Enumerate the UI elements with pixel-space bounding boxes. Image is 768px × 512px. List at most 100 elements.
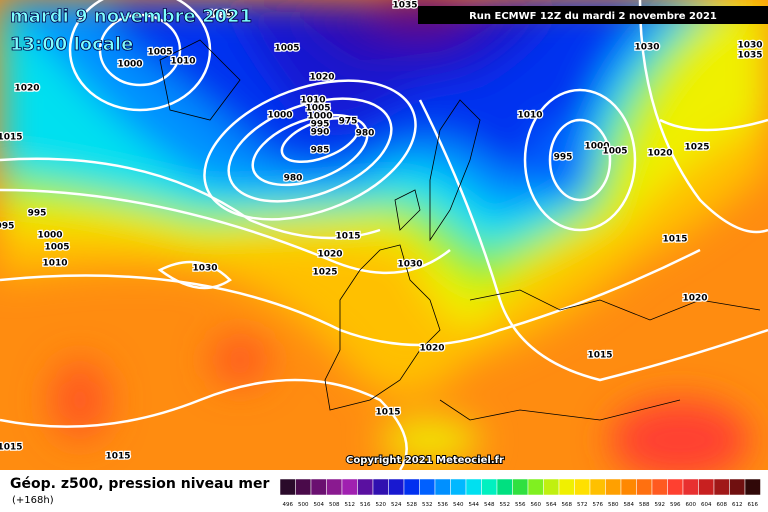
- scale-label: 584: [624, 502, 635, 508]
- scale-swatch: [729, 478, 746, 496]
- scale-label: 528: [407, 502, 418, 508]
- date-label: mardi 9 novembre 2021: [10, 6, 252, 27]
- footer-lead: (+168h): [12, 495, 54, 506]
- scale-label: 592: [655, 502, 666, 508]
- isobar-label: 1000: [37, 231, 62, 241]
- isobar-label: 1030: [634, 43, 659, 53]
- isobar-label: 1015: [587, 351, 612, 361]
- scale-swatch: [620, 478, 637, 496]
- scale-label: 600: [686, 502, 697, 508]
- scale-swatch: [682, 478, 699, 496]
- isobar-label: 1005: [44, 243, 69, 253]
- isobar-label: 1010: [42, 259, 67, 269]
- isobar-label: 980: [356, 129, 375, 139]
- scale-label: 560: [531, 502, 542, 508]
- scale-swatch: [651, 478, 668, 496]
- isobar-label: 1015: [662, 235, 687, 245]
- scale-swatch: [465, 478, 482, 496]
- scale-label: 564: [546, 502, 557, 508]
- scale-swatch: [512, 478, 529, 496]
- coastlines: [159, 39, 761, 421]
- scale-label: 500: [298, 502, 309, 508]
- isobar-label: 1035: [392, 1, 417, 11]
- run-banner: [418, 6, 768, 24]
- isobar-label: 995: [554, 153, 573, 163]
- scale-label: 512: [345, 502, 356, 508]
- isobar-label: 1020: [647, 149, 672, 159]
- isobar-label: 1030: [737, 41, 762, 51]
- copyright: Copyright 2021 Meteociel.fr: [346, 455, 504, 466]
- scale-swatch: [543, 478, 560, 496]
- scale-swatch: [450, 478, 467, 496]
- scale-label: 532: [422, 502, 433, 508]
- scale-swatch: [481, 478, 498, 496]
- scale-label: 576: [593, 502, 604, 508]
- scale-swatch: [419, 478, 436, 496]
- isobar-label: 1010: [300, 96, 325, 106]
- isobar-label: 1035: [737, 51, 762, 61]
- scale-label: 544: [469, 502, 480, 508]
- isobar-label: 1005: [602, 147, 627, 157]
- scale-label: 508: [329, 502, 340, 508]
- isobar-label: 1015: [0, 133, 23, 143]
- scale-label: 596: [670, 502, 681, 508]
- scale-label: 604: [701, 502, 712, 508]
- scale-label: 572: [577, 502, 588, 508]
- isobar-label: 1000: [267, 111, 292, 121]
- footer-title: Géop. z500, pression niveau mer: [10, 476, 269, 492]
- time-label: 13:00 locale: [10, 34, 133, 55]
- scale-label: 516: [360, 502, 371, 508]
- scale-swatch: [667, 478, 684, 496]
- isobar-label: 990: [311, 128, 330, 138]
- isobar-label: 1005: [147, 48, 172, 58]
- scale-swatch: [434, 478, 451, 496]
- scale-label: 556: [515, 502, 526, 508]
- scale-swatch: [589, 478, 606, 496]
- isobar-label: 1005: [274, 44, 299, 54]
- scale-swatch: [326, 478, 343, 496]
- scale-label: 540: [453, 502, 464, 508]
- scale-label: 496: [283, 502, 294, 508]
- scale-swatch: [605, 478, 622, 496]
- color-scale: 496 500 504 508 512 516 520 524 528 532 536 540 544 5…: [279, 478, 761, 508]
- isobar-label: 985: [311, 146, 330, 156]
- scale-swatch: [388, 478, 405, 496]
- isobar-label: 1015: [207, 10, 232, 20]
- scale-label: 536: [438, 502, 449, 508]
- isobar-label: 975: [339, 117, 358, 127]
- isobar-label: 1020: [317, 250, 342, 260]
- scale-swatch: [310, 478, 327, 496]
- isobar-label: 1020: [309, 73, 334, 83]
- isobar-label: 995: [0, 222, 14, 232]
- scale-swatch: [372, 478, 389, 496]
- isobar-label: 1015: [105, 452, 130, 462]
- scale-label: 588: [639, 502, 650, 508]
- scale-swatch: [744, 478, 761, 496]
- scale-label: 608: [717, 502, 728, 508]
- run-label: Run ECMWF 12Z du mardi 2 novembre 2021: [469, 11, 717, 22]
- scale-swatch: [295, 478, 312, 496]
- isobar-label: 980: [284, 174, 303, 184]
- isobar-label: 1020: [14, 84, 39, 94]
- scale-swatch: [713, 478, 730, 496]
- scale-swatch: [403, 478, 420, 496]
- isobar-label: 995: [28, 209, 47, 219]
- isobar-label: 1015: [0, 443, 23, 453]
- isobar-label: 1025: [684, 143, 709, 153]
- isobar-label: 1000: [307, 112, 332, 122]
- isobar-label: 1015: [335, 232, 360, 242]
- scale-label: 520: [376, 502, 387, 508]
- scale-label: 504: [314, 502, 325, 508]
- isobar-label: 1020: [419, 344, 444, 354]
- scale-swatch: [558, 478, 575, 496]
- scale-label: 548: [484, 502, 495, 508]
- scale-swatch: [636, 478, 653, 496]
- isobar-label: 1000: [584, 142, 609, 152]
- isobar-label: 1030: [397, 260, 422, 270]
- scale-label: 616: [748, 502, 759, 508]
- scale-swatch: [527, 478, 544, 496]
- scale-label: 580: [608, 502, 619, 508]
- isobar-label: 1015: [375, 408, 400, 418]
- isobar-label: 1025: [312, 268, 337, 278]
- scale-swatch: [279, 478, 296, 496]
